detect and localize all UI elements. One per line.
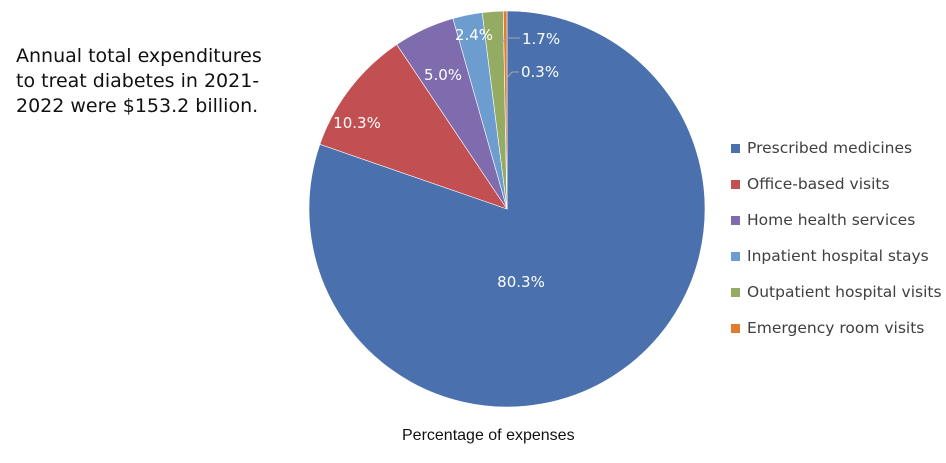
legend-swatch-icon [731,179,740,189]
annotation-line-2: to treat diabetes in 2021- [16,70,260,92]
legend-swatch-icon [731,323,740,333]
legend-item-inpatient-hospital-stays[interactable]: Inpatient hospital stays [731,238,942,274]
data-labels: 80.3% 10.3% 5.0% 2.4% 1.7% 0.3% [333,26,560,291]
legend-item-emergency-room-visits[interactable]: Emergency room visits [731,310,942,346]
annotation-line-3: 2022 were $153.2 billion. [16,95,259,117]
pie-slice-office-based-visits[interactable] [319,44,508,210]
data-label: 5.0% [424,66,462,84]
legend-swatch-icon [731,215,740,225]
data-label: 1.7% [522,30,560,48]
annotation-text: Annual total expenditures to treat diabe… [16,44,296,119]
annotation-line-1: Annual total expenditures [16,45,262,67]
leader-line [501,37,520,43]
legend-label: Prescribed medicines [747,139,913,157]
pie-slice-emergency-room-visits[interactable] [502,10,508,210]
legend-item-home-health-services[interactable]: Home health services [731,202,942,238]
chart-legend: Prescribed medicines Office-based visits… [731,130,942,346]
legend-swatch-icon [731,287,740,297]
legend-label: Office-based visits [747,175,890,193]
legend-label: Inpatient hospital stays [747,247,929,265]
legend-item-prescribed-medicines[interactable]: Prescribed medicines [731,130,942,166]
legend-item-office-based-visits[interactable]: Office-based visits [731,166,942,202]
x-axis-label: Percentage of expenses [402,427,575,444]
leader-lines [501,37,520,79]
legend-label: Emergency room visits [747,319,925,337]
legend-label: Outpatient hospital visits [747,283,942,301]
legend-swatch-icon [731,143,740,153]
data-label: 10.3% [333,114,381,132]
legend-label: Home health services [747,211,916,229]
legend-item-outpatient-hospital-visits[interactable]: Outpatient hospital visits [731,274,942,310]
data-label: 0.3% [521,63,559,81]
leader-line [506,71,519,79]
data-label: 80.3% [497,273,545,291]
legend-swatch-icon [731,251,740,261]
pie-slices [308,10,706,408]
data-label: 2.4% [455,26,493,44]
